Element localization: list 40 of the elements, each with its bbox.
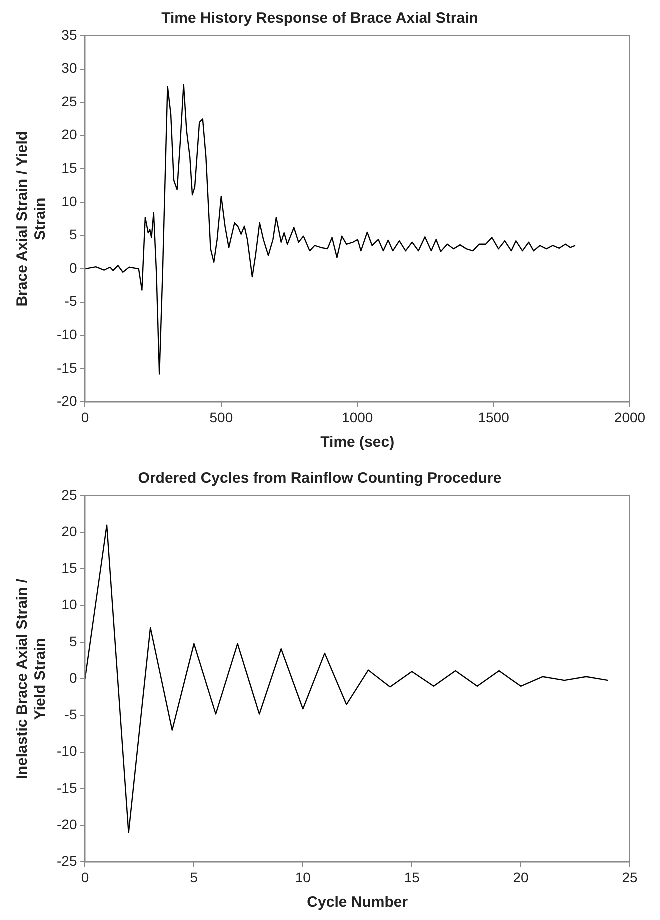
y-tick-label: -15 <box>57 780 78 796</box>
x-tick-label: 10 <box>295 869 312 886</box>
y-tick-label: 0 <box>69 670 78 686</box>
y-tick-label: -25 <box>57 853 78 870</box>
y-axis-title: Brace Axial Strain / Yield Strain <box>14 131 50 307</box>
y-tick-label: 35 <box>62 26 78 43</box>
chart-title: Time History Response of Brace Axial Strain <box>162 10 478 28</box>
x-tick-label: 1500 <box>478 409 510 426</box>
y-axis-title: Inelastic Brace Axial Strain / Yield Strain <box>14 578 50 780</box>
y-tick-label: 30 <box>62 60 78 76</box>
y-tick-label: 15 <box>62 160 78 176</box>
y-tick-label: -10 <box>57 743 78 760</box>
x-axis-title: Cycle Number <box>307 894 408 912</box>
chart-title: Ordered Cycles from Rainflow Counting Procedure <box>138 470 502 488</box>
y-tick-label: -20 <box>57 816 78 832</box>
x-tick-label: 500 <box>210 409 234 426</box>
y-tick-label: 5 <box>69 633 78 650</box>
y-tick-label: 10 <box>62 596 78 613</box>
y-tick-label: -5 <box>64 293 78 310</box>
y-tick-label: 25 <box>62 486 78 503</box>
x-tick-label: 0 <box>81 869 90 886</box>
y-tick-label: -20 <box>57 393 78 410</box>
y-tick-label: -5 <box>64 706 78 723</box>
y-tick-label: 25 <box>62 93 78 110</box>
x-tick-label: 0 <box>81 409 90 426</box>
y-tick-label: -10 <box>57 326 78 342</box>
x-tick-label: 20 <box>513 869 530 886</box>
y-tick-label: 20 <box>62 126 78 143</box>
y-tick-label: 0 <box>69 260 78 276</box>
y-tick-label: 15 <box>62 560 78 576</box>
y-tick-label: 20 <box>62 523 78 540</box>
y-tick-label: 10 <box>62 193 78 210</box>
x-tick-label: 25 <box>622 869 638 886</box>
x-axis-title: Time (sec) <box>320 434 395 452</box>
x-tick-label: 5 <box>190 869 198 886</box>
x-tick-label: 1000 <box>342 409 374 426</box>
x-tick-label: 15 <box>404 869 420 886</box>
x-tick-label: 2000 <box>614 409 646 426</box>
y-tick-label: 5 <box>69 226 78 243</box>
y-tick-label: -15 <box>57 360 78 376</box>
